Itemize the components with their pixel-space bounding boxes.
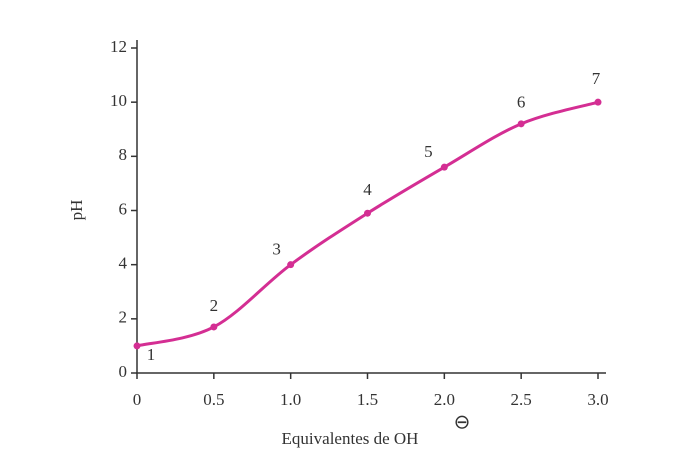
data-point bbox=[133, 342, 141, 350]
point-label: 6 bbox=[517, 93, 526, 112]
point-label: 2 bbox=[210, 296, 219, 315]
y-tick-label: 10 bbox=[110, 91, 127, 110]
x-axis-label-superscript: ⊖ bbox=[454, 412, 471, 434]
y-tick-label: 6 bbox=[119, 199, 128, 218]
y-tick-label: 0 bbox=[119, 362, 128, 381]
data-point bbox=[210, 323, 218, 331]
x-tick-label: 3.0 bbox=[587, 390, 608, 409]
y-tick-label: 8 bbox=[119, 145, 128, 164]
y-tick-label: 2 bbox=[119, 308, 128, 327]
point-label: 3 bbox=[272, 240, 281, 259]
x-tick-label: 0.5 bbox=[203, 390, 224, 409]
data-point bbox=[440, 163, 448, 171]
data-point bbox=[287, 261, 295, 269]
x-tick-label: 0 bbox=[133, 390, 142, 409]
point-label: 7 bbox=[592, 69, 601, 88]
data-point bbox=[364, 209, 371, 217]
data-point bbox=[594, 98, 602, 106]
x-tick-label: 1.5 bbox=[357, 390, 378, 409]
titration-curve bbox=[136, 100, 599, 348]
point-label: 1 bbox=[147, 345, 156, 364]
point-label: 5 bbox=[424, 142, 433, 161]
x-tick-label: 1.0 bbox=[280, 390, 301, 409]
x-axis-label: Equivalentes de OH bbox=[282, 429, 419, 448]
y-tick-label: 12 bbox=[110, 37, 127, 56]
data-point bbox=[517, 120, 525, 128]
x-tick-label: 2.5 bbox=[511, 390, 532, 409]
x-tick-label: 2.0 bbox=[434, 390, 455, 409]
y-axis-label: pH bbox=[67, 200, 86, 221]
point-label: 4 bbox=[363, 180, 372, 199]
y-tick-label: 4 bbox=[119, 254, 128, 273]
